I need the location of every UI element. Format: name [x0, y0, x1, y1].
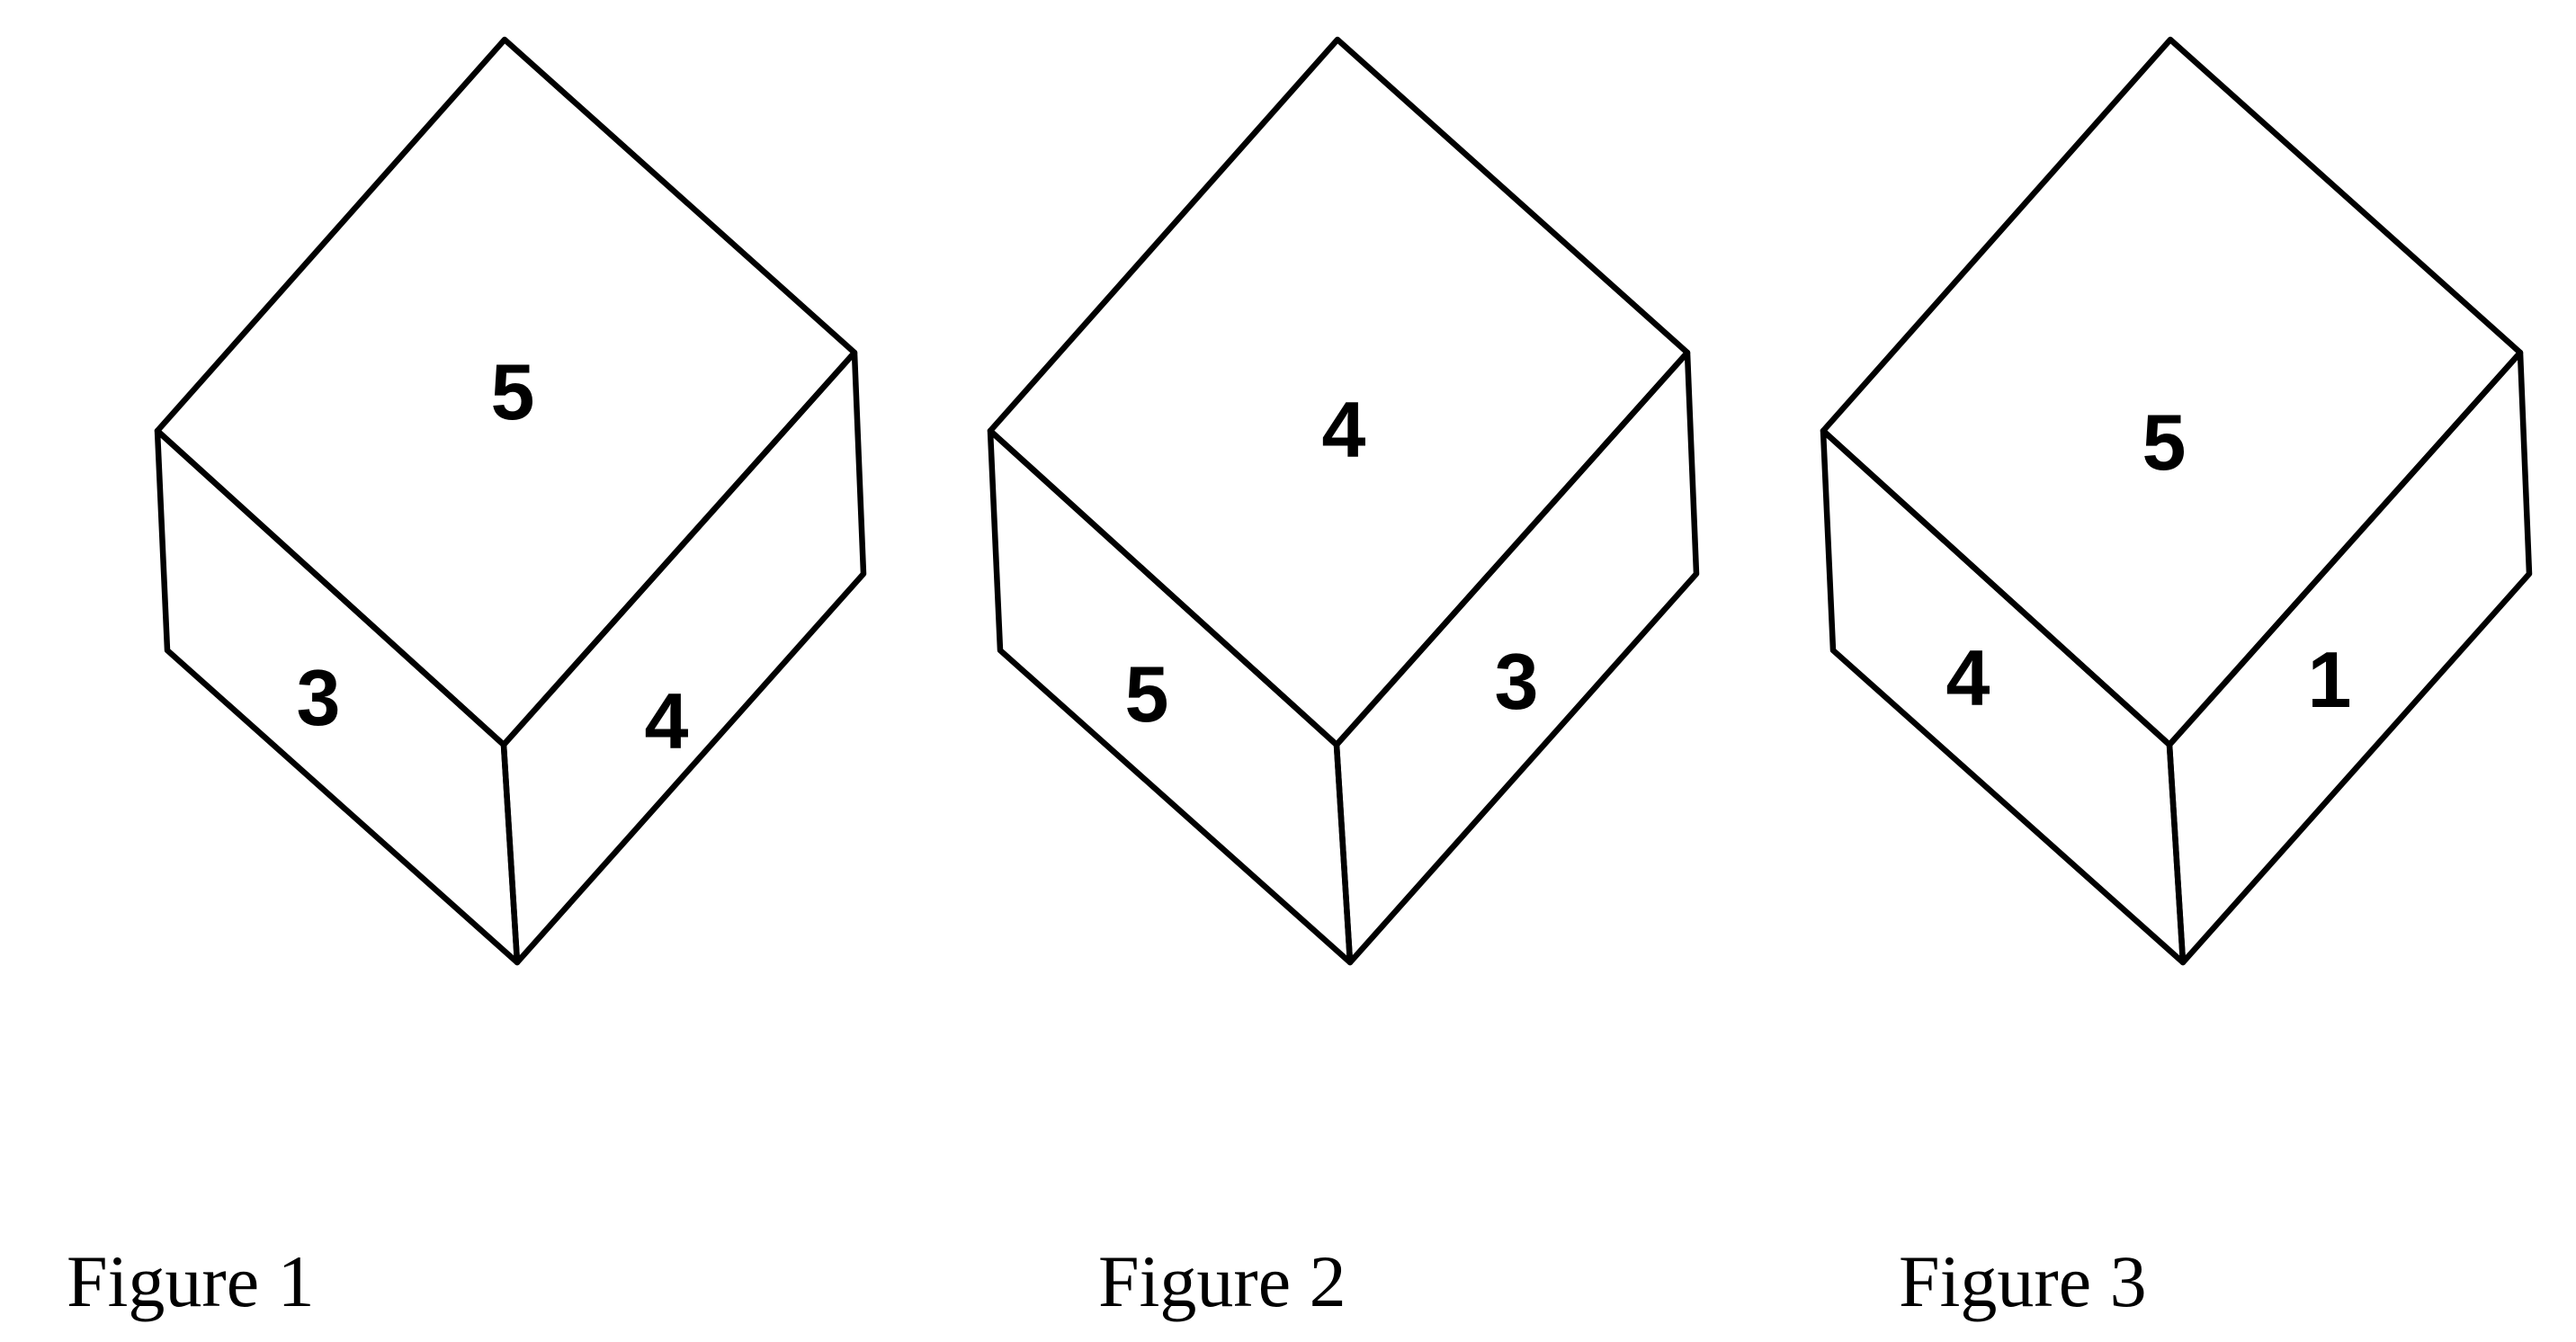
figure-2-caption: Figure 2	[1098, 1240, 1346, 1322]
cube-2-right-face	[1333, 349, 1700, 966]
cube-3-right-face	[2166, 349, 2533, 966]
cube-2-top-label: 4	[1322, 385, 1366, 474]
cube-3	[1820, 36, 2533, 966]
cube-2-left-face	[987, 427, 1354, 966]
figure-1-caption: Figure 1	[67, 1240, 315, 1322]
cube-1-right-face	[500, 349, 867, 966]
figure-3: 5 4 1 Figure 3	[1820, 36, 2533, 1322]
cube-2-right-label: 3	[1495, 637, 1539, 726]
cube-1-left-label: 3	[297, 653, 341, 742]
figure-3-caption: Figure 3	[1899, 1240, 2147, 1322]
cube-3-top-face	[1820, 36, 2524, 748]
figure-2: 4 5 3 Figure 2	[987, 36, 1700, 1322]
cube-3-top-label: 5	[2142, 398, 2187, 487]
cube-1	[154, 36, 867, 966]
cube-2-left-label: 5	[1125, 649, 1169, 738]
cube-2	[987, 36, 1700, 966]
cube-3-left-label: 4	[1946, 633, 1990, 722]
cube-1-right-label: 4	[645, 676, 689, 765]
cube-1-top-label: 5	[491, 347, 535, 436]
cube-3-left-face	[1820, 427, 2187, 966]
figure-1: 5 3 4 Figure 1	[67, 36, 867, 1322]
cube-3-right-label: 1	[2308, 635, 2352, 724]
